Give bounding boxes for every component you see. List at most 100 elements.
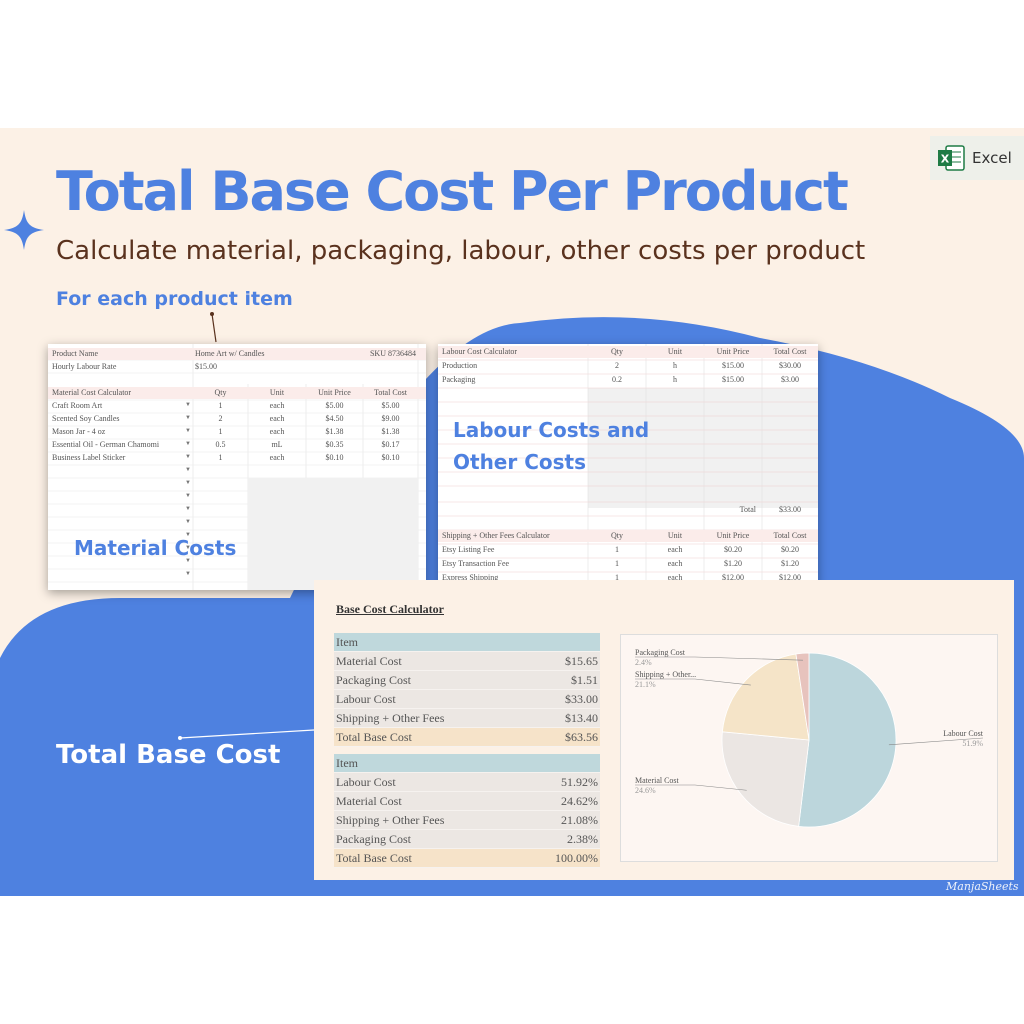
excel-label: Excel (972, 149, 1012, 167)
row-value: $13.40 (565, 711, 598, 725)
item-name[interactable]: Mason Jar - 4 oz (52, 427, 106, 436)
item-unit: each (269, 427, 285, 436)
labour-rate-value[interactable]: $15.00 (195, 362, 217, 371)
pie-slice-label: Shipping + Other... (635, 670, 696, 679)
base-cost-percent-table: Item Labour Cost 51.92% Material Cost 24.6… (334, 754, 600, 868)
pie-slice-percent: 2.4% (635, 658, 652, 667)
fee-unit: each (667, 573, 683, 582)
table-row: Shipping + Other Fees $13.40 (334, 709, 600, 728)
pie-slice-percent: 51.9% (962, 739, 983, 748)
row-label: Packaging Cost (336, 832, 411, 846)
dropdown-arrow-icon[interactable]: ▼ (185, 571, 191, 577)
table-row: Packaging Cost 2.38% (334, 830, 600, 849)
table-row: Labour Cost $33.00 (334, 690, 600, 709)
labour-unit-price: $15.00 (722, 375, 744, 384)
row-label: Packaging Cost (336, 673, 411, 687)
pie-leader-line (635, 656, 803, 661)
item-unit: each (269, 414, 285, 423)
for-each-label: For each product item (56, 288, 293, 310)
table-row[interactable]: Production 2 h $15.00 $30.00 (438, 360, 818, 372)
dropdown-arrow-icon[interactable]: ▼ (185, 441, 191, 447)
fee-unit: each (667, 559, 683, 568)
pie-slice (795, 652, 810, 741)
item-qty[interactable]: 2 (218, 414, 223, 423)
dropdown-arrow-icon[interactable]: ▼ (185, 480, 191, 486)
item-name[interactable]: Craft Room Art (52, 401, 103, 410)
dropdown-arrow-icon[interactable]: ▼ (185, 506, 191, 512)
dropdown-arrow-icon[interactable]: ▼ (185, 402, 191, 408)
item-total: $9.00 (381, 414, 400, 423)
item-qty[interactable]: 1 (218, 427, 223, 436)
dropdown-arrow-icon[interactable]: ▼ (185, 545, 191, 551)
labour-unit-price: $15.00 (722, 361, 744, 370)
table-row[interactable]: Mason Jar - 4 oz 1 each $1.38 $1.38 (48, 426, 426, 438)
table-header: Item (334, 633, 600, 652)
table-row[interactable]: Etsy Transaction Fee 1 each $1.20 $1.20 (438, 558, 818, 570)
table-row: Material Cost $15.65 (334, 652, 600, 671)
fee-total: $1.20 (781, 559, 799, 568)
total-value: 100.00% (555, 851, 598, 865)
dropdown-arrow-icon[interactable]: ▼ (185, 532, 191, 538)
table-row[interactable]: Packaging 0.2 h $15.00 $3.00 (438, 374, 818, 386)
column-header: Unit (667, 531, 683, 540)
base-cost-title: Base Cost Calculator (336, 602, 444, 616)
pie-chart-box: Labour Cost 51.9% Material Cost 24.6% Shippi… (620, 634, 998, 862)
sku-value[interactable]: SKU 8736484 (369, 349, 416, 358)
table-row[interactable]: Craft Room Art 1 each $5.00 $5.00 (48, 400, 426, 412)
dropdown-arrow-icon[interactable]: ▼ (185, 467, 191, 473)
item-unit-price: $1.38 (325, 427, 344, 436)
product-name-value[interactable]: Home Art w/ Candles (195, 349, 265, 358)
table-row[interactable]: Express Shipping 1 each $12.00 $12.00 (438, 572, 818, 584)
fee-qty[interactable]: 1 (615, 573, 619, 582)
labour-item[interactable]: Production (442, 361, 478, 370)
table-row[interactable]: Etsy Listing Fee 1 each $0.20 $0.20 (438, 544, 818, 556)
pie-slice (798, 652, 897, 828)
item-total: $5.00 (381, 401, 400, 410)
pie-slice-label: Material Cost (635, 776, 680, 785)
dropdown-arrow-icon[interactable]: ▼ (185, 415, 191, 421)
table-row[interactable]: Business Label Sticker 1 each $0.10 $0.1… (48, 452, 426, 464)
fee-total: $0.20 (781, 545, 799, 554)
labour-rate-label: Hourly Labour Rate (52, 362, 117, 371)
labour-qty[interactable]: 2 (615, 361, 619, 370)
pie-slice (721, 731, 810, 827)
pie-leader-line (888, 737, 984, 746)
row-value: 51.92% (561, 775, 598, 789)
column-header: Total Cost (773, 531, 807, 540)
table-row[interactable]: Scented Soy Candles 2 each $4.50 $9.00 (48, 413, 426, 425)
fee-item[interactable]: Etsy Listing Fee (442, 545, 495, 554)
fee-total: $12.00 (779, 573, 801, 582)
item-name[interactable]: Business Label Sticker (52, 453, 126, 462)
dropdown-arrow-icon[interactable]: ▼ (185, 454, 191, 460)
page-subtitle: Calculate material, packaging, labour, o… (56, 236, 866, 266)
item-qty[interactable]: 1 (218, 453, 223, 462)
labour-qty[interactable]: 0.2 (612, 375, 622, 384)
fee-qty[interactable]: 1 (615, 545, 619, 554)
dropdown-arrow-icon[interactable]: ▼ (185, 558, 191, 564)
table-row[interactable]: Essential Oil - German Chamomi 0.5 mL $0… (48, 439, 426, 451)
labour-total: $3.00 (781, 375, 799, 384)
fee-item[interactable]: Express Shipping (442, 573, 499, 582)
item-qty[interactable]: 1 (218, 401, 223, 410)
labour-total-label: Total (739, 505, 756, 514)
item-qty[interactable]: 0.5 (215, 440, 226, 449)
row-label: Shipping + Other Fees (336, 711, 445, 725)
dropdown-arrow-icon[interactable]: ▼ (185, 493, 191, 499)
fees-header-row: Shipping + Other Fees Calculator Qty Uni… (438, 530, 818, 542)
fee-qty[interactable]: 1 (615, 559, 619, 568)
dropdown-arrow-icon[interactable]: ▼ (185, 519, 191, 525)
total-label: Total Base Cost (336, 851, 412, 865)
sheet-gridlines (48, 344, 426, 590)
table-row: Shipping + Other Fees 21.08% (334, 811, 600, 830)
fee-unit: each (667, 545, 683, 554)
fee-item[interactable]: Etsy Transaction Fee (442, 559, 510, 568)
row-label: Material Cost (336, 794, 402, 808)
labour-item[interactable]: Packaging (442, 375, 476, 384)
item-name[interactable]: Essential Oil - German Chamomi (52, 440, 160, 449)
labour-cost-sheet: Labour Cost Calculator Qty Unit Unit Pri… (438, 344, 818, 590)
material-header-row: Material Cost Calculator Qty Unit Unit P… (48, 387, 426, 399)
dropdown-arrow-icon[interactable]: ▼ (185, 428, 191, 434)
item-name[interactable]: Scented Soy Candles (52, 414, 120, 423)
sparkle-icon (4, 210, 44, 250)
column-header: Total Cost (773, 347, 807, 356)
